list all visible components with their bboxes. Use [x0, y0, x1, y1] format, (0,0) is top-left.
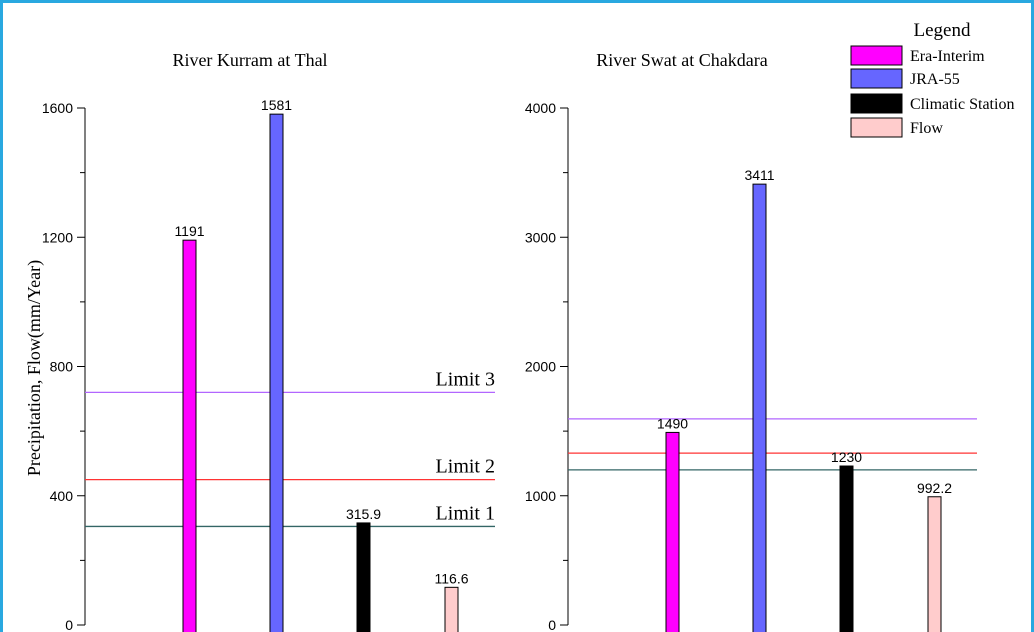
bar: [752, 183, 767, 632]
chart-panel-swat: 0 1000 2000 3000 4000 1490 3411 1230 992.2: [525, 100, 977, 632]
chart-title-kurram: River Kurram at Thal: [172, 50, 327, 70]
bar-value-label: 1191: [174, 223, 204, 239]
bar: [444, 586, 459, 632]
bar-value-label: 1581: [261, 97, 292, 113]
reference-line-label: Limit 2: [436, 456, 495, 478]
bar-value-label: 3411: [744, 167, 774, 183]
legend: Legend Era-Interim JRA-55 Climatic Stati…: [850, 20, 1014, 138]
legend-label-climatic-station: Climatic Station: [910, 96, 1014, 113]
legend-label-jra-55: JRA-55: [910, 71, 960, 88]
bar-value-label: 1230: [831, 449, 862, 465]
reference-line-label: Limit 3: [436, 368, 495, 390]
bar-value-label: 992.2: [917, 480, 952, 496]
y-tick-label: 1000: [525, 488, 556, 504]
legend-label-era-interim: Era-Interim: [910, 48, 985, 65]
y-tick-label: 1200: [42, 229, 73, 245]
bar: [269, 113, 284, 632]
y-tick-label: 0: [65, 617, 73, 632]
reference-line-label: Limit 1: [436, 502, 495, 524]
chart-title-swat: River Swat at Chakdara: [596, 50, 767, 70]
legend-swatch-flow: [850, 117, 903, 138]
y-axis-label: Precipitation, Flow(mm/Year): [24, 260, 45, 476]
bar-value-label: 1490: [657, 415, 688, 431]
y-tick-label: 0: [548, 617, 556, 632]
y-tick-label: 4000: [525, 100, 556, 116]
chart-panel-kurram: 0 400 800 1200 1600 Limit 3 Limit 2 Limit 1 1191…: [42, 97, 495, 632]
bar-value-label: 315.9: [346, 506, 381, 522]
legend-swatch-climatic-station: [850, 93, 903, 114]
y-tick-label: 1600: [42, 100, 73, 116]
y-tick-label: 2000: [525, 359, 556, 375]
bar: [356, 522, 371, 632]
legend-swatch-era-interim: [850, 45, 903, 66]
bar: [182, 239, 197, 632]
y-tick-label: 3000: [525, 229, 556, 245]
legend-title: Legend: [914, 20, 971, 41]
bar: [665, 431, 680, 632]
y-tick-label: 400: [50, 488, 74, 504]
legend-label-flow: Flow: [910, 120, 943, 137]
bar: [839, 465, 854, 632]
y-tick-label: 800: [50, 359, 74, 375]
bar: [927, 496, 942, 632]
legend-swatch-jra-55: [850, 68, 903, 89]
bar-value-label: 116.6: [435, 570, 469, 586]
